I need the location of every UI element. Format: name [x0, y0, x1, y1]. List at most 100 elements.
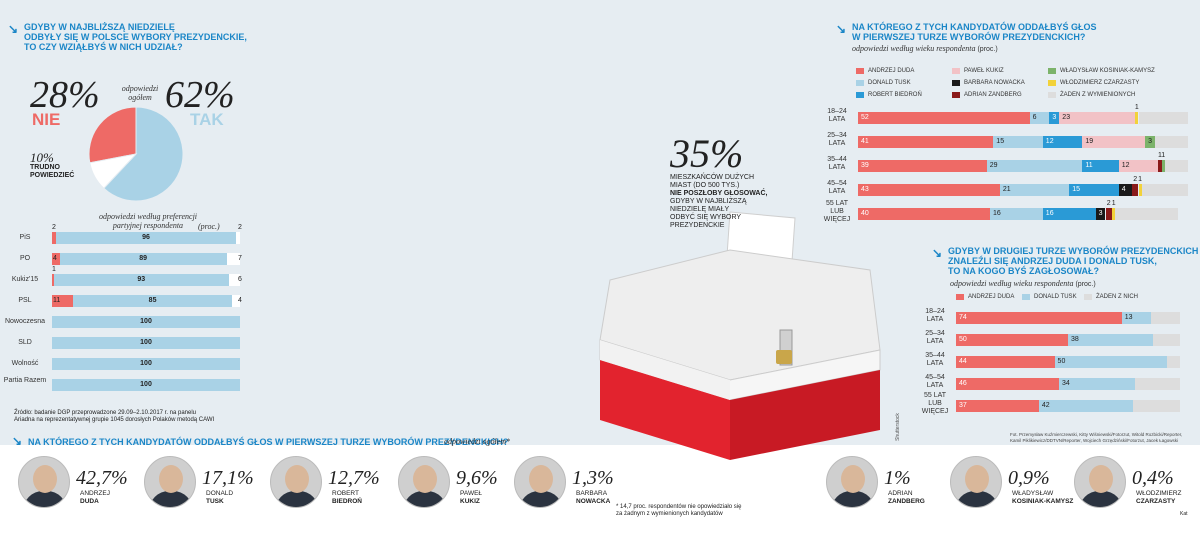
candidate-pct: 0,9%	[1008, 467, 1050, 489]
bar-tak: 85	[72, 295, 233, 307]
bar-nie: 11	[52, 295, 73, 307]
photo-credit: Shutterstock	[894, 413, 901, 441]
age-label-line: WIĘCEJ	[921, 408, 949, 415]
age-label: 55 LAT LUB WIĘCEJ	[918, 392, 952, 416]
age-label-line: LATA	[828, 188, 846, 195]
bar-segment: 43	[858, 184, 1000, 196]
overall-label: ogółem	[128, 93, 152, 102]
footnote: * 14,7 proc. respondentów nie opowiedzia…	[616, 504, 742, 510]
arrow-icon: ↘	[8, 22, 19, 36]
q1-title-line: GDYBY W NAJBLIŻSZĄ NIEDZIELĘ	[24, 22, 175, 32]
candidate-first-name: ANDRZEJ	[80, 490, 110, 497]
bar-segment: 15	[993, 136, 1043, 148]
bar-segment	[1112, 208, 1116, 220]
age-label-line: 45–54	[925, 374, 945, 381]
q2-sub: odpowiedzi według wieku respondenta (pro…	[852, 44, 998, 53]
bar-segment	[1164, 160, 1188, 172]
photo-shape	[413, 465, 437, 493]
bar-segment	[1115, 208, 1179, 220]
legend-label: DONALD TUSK	[868, 80, 911, 86]
bar-value-small: 1	[1161, 152, 1166, 159]
bar-segment: 3	[1095, 208, 1106, 220]
bar-trudno-value: 4	[238, 297, 242, 304]
bar-segment: 42	[1038, 400, 1133, 412]
bar-segment: 13	[1121, 312, 1151, 324]
candidate-first-name: ADRIAN	[888, 490, 913, 497]
bar-segment: 29	[986, 160, 1083, 172]
pie-slice	[88, 106, 137, 164]
q2-title-line: W PIERWSZEJ TURZE WYBORÓW PREZYDENCKICH?	[852, 32, 1086, 42]
candidate-first-name: ROBERT	[332, 490, 359, 497]
photo-shape	[519, 491, 563, 507]
photo-shape	[1089, 465, 1113, 493]
bar-segment: 19	[1082, 136, 1146, 148]
bar-segment	[1150, 312, 1180, 324]
arrow-icon: ↘	[12, 434, 23, 448]
source-text: Źródło: badanie DGP przeprowadzone 29.09…	[14, 410, 197, 416]
candidate-first-name: PAWEŁ	[460, 490, 483, 497]
candidate-pct: 1,3%	[572, 467, 614, 489]
bar-nie: 4	[52, 253, 60, 265]
photo-shape	[1079, 491, 1123, 507]
party-label: SLD	[18, 339, 32, 346]
bar-segment: 21	[999, 184, 1070, 196]
q3-sub-text: odpowiedzi według wieku respondenta	[950, 279, 1074, 288]
trudno-label: TRUDNO	[30, 164, 60, 171]
photo-credits: Kamil Piklikiewicz/DDTVN/Reporter, Wojci…	[1010, 438, 1178, 443]
bar-segment	[1135, 378, 1180, 390]
photo-shape	[285, 465, 309, 493]
bar-segment: 74	[956, 312, 1122, 324]
bar-tak: 100	[52, 358, 240, 370]
bar-value-small: 1	[1111, 200, 1116, 207]
photo-shape	[965, 465, 989, 493]
age-label-line: 18–24	[925, 308, 945, 315]
bar-segment: 12	[1042, 136, 1083, 148]
bar-segment: 3	[1145, 136, 1155, 148]
nie-pct: 28%	[30, 74, 100, 116]
pref-label: odpowiedzi według preferencji	[98, 212, 198, 221]
candidate-pct: 42,7%	[76, 467, 128, 489]
source-text: Ariadna na reprezentatywnej grupie 1045 …	[14, 417, 215, 423]
candidate-last-name: TUSK	[206, 498, 224, 505]
candidate-last-name: CZARZASTY	[1136, 498, 1176, 505]
bar-tak: 96	[55, 232, 237, 244]
q2-unit: (proc.)	[977, 46, 998, 53]
candidate-first-name: WŁODZIMIERZ	[1136, 490, 1182, 497]
candidate-pct: 12,7%	[328, 467, 380, 489]
bar-value-small: 2	[1106, 200, 1111, 207]
ballot-box-illustration	[599, 211, 881, 460]
age-label-line: 35–44	[925, 352, 945, 359]
party-label: PiS	[19, 234, 31, 241]
candidate-photo	[144, 456, 196, 508]
age-label: 18–24 LATA	[918, 308, 952, 324]
bottom-sub: odpowiedzi ogółem*	[444, 437, 510, 446]
bar-segment: 12	[1118, 160, 1159, 172]
candidate-last-name: KUKIZ	[460, 498, 480, 505]
bar-segment: 16	[1042, 208, 1096, 220]
age-label: 45–54 LATA	[820, 180, 854, 196]
age-label-line: LATA	[926, 360, 944, 367]
age-label-line: LATA	[926, 338, 944, 345]
photo-credits: Fot. Przemysław Kuźmierczewski, Kitty Wi…	[1010, 432, 1183, 437]
bar-segment: 37	[956, 400, 1039, 412]
bar-nie-value: 2	[52, 224, 56, 231]
bar-trudno-value: 6	[238, 276, 242, 283]
mid-text: MIAST (DO 500 TYS.)	[670, 182, 740, 189]
party-label: Wolność	[11, 360, 39, 367]
mid-text: ODBYĆ SIĘ WYBORY	[670, 214, 742, 221]
age-label-line: 55 LAT	[825, 200, 849, 207]
candidate-pct: 9,6%	[456, 467, 498, 489]
age-label-line: 35–44	[827, 156, 847, 163]
bar-tak: 93	[53, 274, 229, 286]
legend-label: ROBERT BIEDROŃ	[868, 92, 922, 98]
bar-segment: 11	[1082, 160, 1119, 172]
bar-segment: 6	[1029, 112, 1050, 124]
trudno-label: POWIEDZIEĆ	[30, 172, 75, 179]
bar-nie-value: 1	[52, 266, 56, 273]
q1-unit: (proc.)	[198, 222, 220, 231]
mid-text: NIEDZIELĘ MIAŁY	[670, 206, 730, 213]
party-label: Partia Razem	[3, 377, 47, 384]
candidate-last-name: DUDA	[80, 498, 99, 505]
photo-shape	[159, 465, 183, 493]
party-label: Kukiz'15	[11, 276, 39, 283]
